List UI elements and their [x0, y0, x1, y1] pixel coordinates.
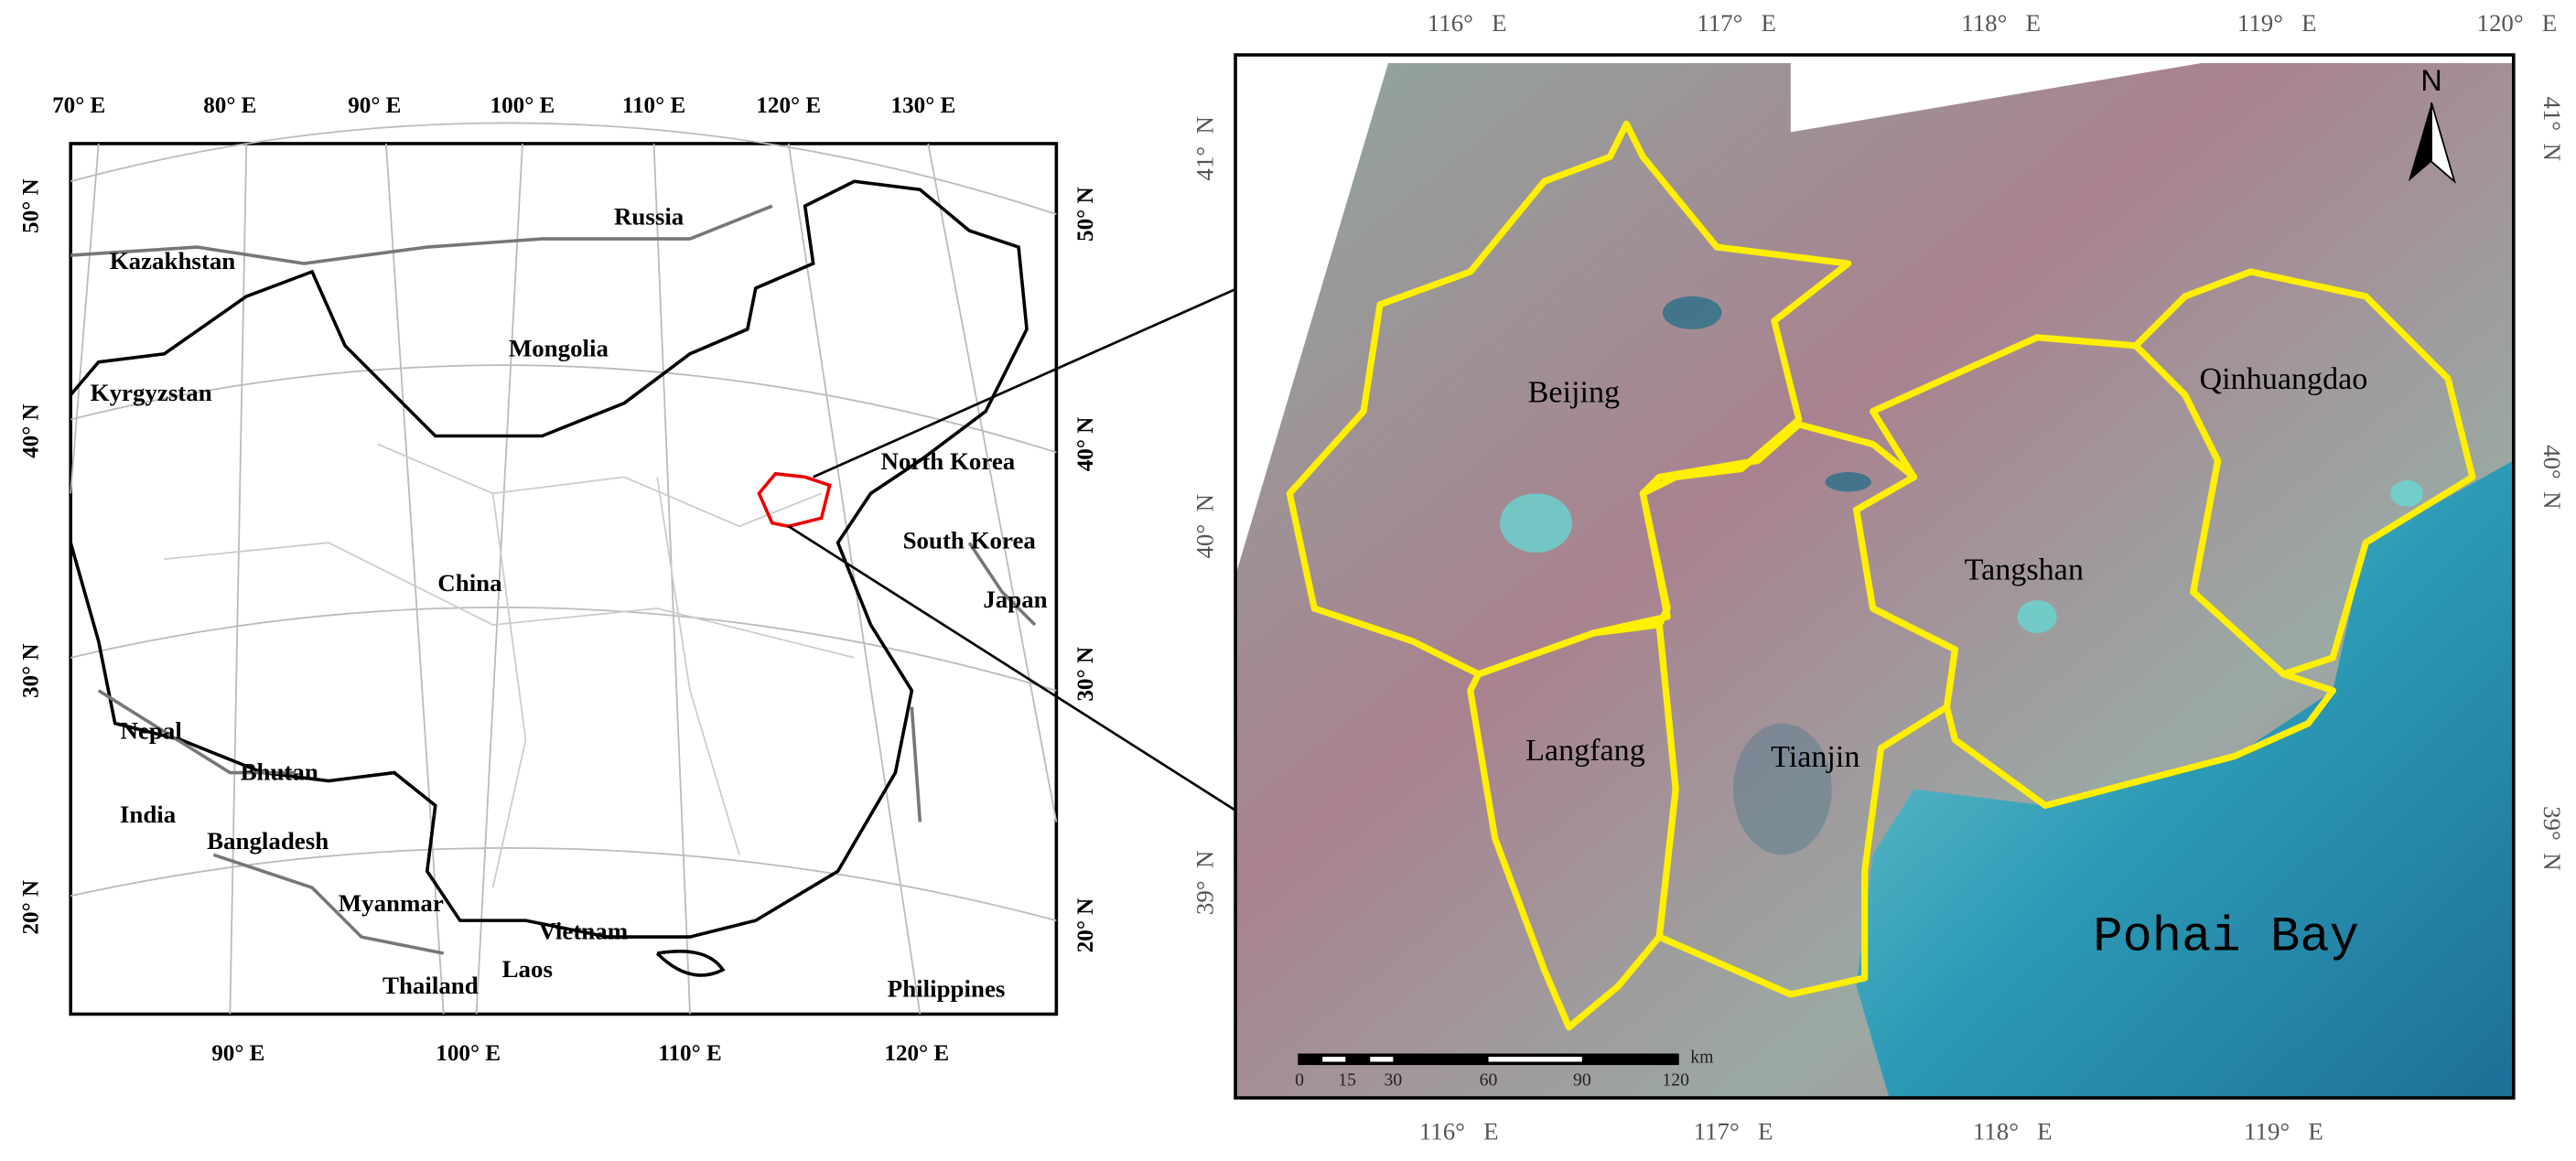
lon-label: 130° E	[891, 93, 956, 118]
country-label: Japan	[983, 586, 1047, 613]
left-left-labels: 50° N 40° N 30° N 20° N	[19, 178, 44, 934]
lat-label: 39° N	[1191, 851, 1219, 916]
lat-label: 50° N	[1073, 187, 1098, 242]
city-label: Beijing	[1528, 375, 1620, 409]
left-top-labels: 70° E 80° E 90° E 100° E 110° E 120° E 1…	[52, 93, 955, 118]
study-area	[757, 471, 832, 529]
scale-label: 0	[1295, 1070, 1304, 1091]
country-label: Thailand	[383, 972, 479, 999]
lat-label: 40° N	[1191, 494, 1219, 559]
lon-label: 90° E	[211, 1041, 264, 1066]
scale-label: 60	[1480, 1070, 1498, 1091]
lon-label: 120° E	[884, 1041, 949, 1066]
country-label: North Korea	[881, 447, 1016, 475]
country-label: Vietnam	[539, 918, 629, 945]
country-label: Philippines	[888, 974, 1006, 1002]
lon-label: 117° E	[1697, 9, 1776, 37]
region-boundaries	[1286, 120, 2476, 1031]
lon-label: 116° E	[1428, 9, 1507, 37]
province-borders	[164, 443, 855, 888]
lon-label: 118° E	[1973, 1118, 2053, 1145]
country-label: Myanmar	[339, 889, 444, 917]
right-top-labels: 116° E 117° E 118° E 119° E 120° E	[1428, 9, 2557, 37]
lon-label: 119° E	[2237, 9, 2317, 37]
country-label: Kyrgyzstan	[91, 379, 212, 406]
lon-label: 120° E	[2477, 9, 2558, 37]
scale-label: 120	[1662, 1070, 1689, 1091]
lon-label: 117° E	[1694, 1118, 1773, 1145]
north-arrow: N	[2408, 64, 2456, 184]
north-label: N	[2420, 64, 2441, 97]
lat-label: 40° N	[19, 403, 44, 458]
country-label: South Korea	[903, 526, 1037, 554]
lon-label: 110° E	[658, 1041, 721, 1066]
lat-label: 40° N	[2538, 445, 2566, 510]
lat-label: 40° N	[1073, 417, 1098, 472]
lon-label: 90° E	[348, 93, 401, 118]
scale-bar: 0 15 30 60 90 120 km	[1295, 1047, 1714, 1090]
lon-label: 119° E	[2244, 1118, 2323, 1145]
country-label: Bangladesh	[207, 827, 329, 855]
country-labels: Russia Kazakhstan Mongolia Kyrgyzstan No…	[91, 203, 1048, 1003]
sea	[1856, 460, 2514, 1099]
lon-label: 100° E	[490, 93, 555, 118]
china-border	[69, 179, 1029, 977]
scale-label: 15	[1338, 1070, 1356, 1091]
lat-label: 41° N	[1191, 116, 1219, 181]
lon-label: 116° E	[1419, 1118, 1499, 1145]
lon-label: 80° E	[203, 93, 256, 118]
lat-label: 30° N	[1073, 647, 1098, 702]
country-label: Bhutan	[241, 758, 318, 786]
lat-label: 20° N	[1073, 898, 1098, 953]
lat-label: 41° N	[2538, 97, 2566, 162]
lat-label: 39° N	[2538, 806, 2566, 871]
lon-label: 70° E	[52, 93, 105, 118]
country-label: Kazakhstan	[110, 247, 236, 274]
neighbour-borders	[70, 204, 1037, 955]
reservoirs	[1662, 296, 1871, 855]
lon-label: 100° E	[436, 1041, 501, 1066]
right-map-frame	[1234, 53, 2516, 1100]
lon-label: 120° E	[756, 93, 821, 118]
country-label: India	[120, 801, 177, 828]
graticule	[70, 122, 1058, 1015]
lat-label: 30° N	[19, 643, 44, 698]
right-bottom-labels: 116° E 117° E 118° E 119° E	[1419, 1118, 2323, 1145]
country-label: Nepal	[121, 717, 183, 745]
country-label: Mongolia	[509, 334, 609, 361]
right-left-labels: 41° N 40° N 39° N	[1191, 116, 1219, 915]
left-bottom-labels: 90° E 100° E 110° E 120° E	[211, 1041, 949, 1066]
lat-label: 20° N	[19, 880, 44, 935]
city-labels: Beijing Qinhuangdao Tangshan Langfang Ti…	[1525, 362, 2367, 774]
city-label: Tianjin	[1771, 740, 1859, 774]
city-label: Tangshan	[1965, 553, 2084, 586]
scale-unit: km	[1690, 1047, 1714, 1067]
left-right-labels: 50° N 40° N 30° N 20° N	[1073, 187, 1098, 952]
lon-label: 118° E	[1961, 9, 2041, 37]
city-label: Langfang	[1525, 734, 1645, 768]
bay-label: Pohai Bay	[2093, 909, 2359, 965]
scale-label: 90	[1573, 1070, 1591, 1091]
urban-areas	[1500, 479, 2424, 633]
lon-label: 110° E	[622, 93, 685, 118]
country-label: Russia	[614, 203, 684, 231]
city-label: Qinhuangdao	[2200, 362, 2368, 396]
right-right-labels: 41° N 40° N 39° N	[2538, 97, 2566, 871]
scale-label: 30	[1385, 1070, 1403, 1091]
left-map-frame	[69, 142, 1059, 1016]
lat-label: 50° N	[19, 178, 44, 233]
country-label: Laos	[502, 955, 553, 983]
country-label: China	[437, 569, 502, 597]
